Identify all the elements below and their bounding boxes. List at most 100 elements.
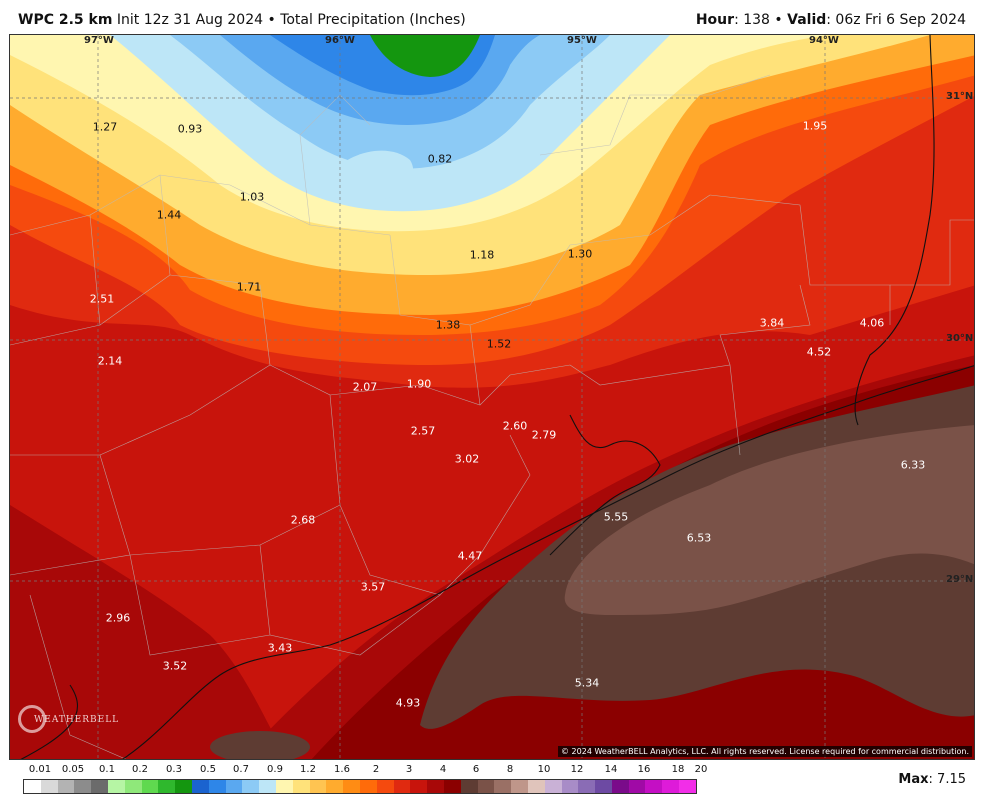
legend-label: 18 [671, 764, 685, 775]
legend-label: 1.2 [300, 764, 316, 775]
legend-label: 1.6 [334, 764, 350, 775]
legend-swatch [343, 780, 360, 793]
legend-label: 0.5 [200, 764, 216, 775]
value-label: 1.44 [156, 208, 182, 222]
map-shading [10, 35, 974, 759]
value-label: 2.07 [352, 380, 378, 394]
legend-swatch [259, 780, 276, 793]
value-label: 2.60 [502, 419, 528, 433]
legend-swatch [561, 780, 579, 793]
legend-swatch [326, 780, 344, 793]
header-bullet-2: • [774, 12, 783, 28]
value-label: 2.68 [290, 513, 316, 527]
value-label: 1.90 [406, 377, 432, 391]
legend-label: 16 [637, 764, 651, 775]
legend-label: 0.9 [267, 764, 283, 775]
legend-swatch [158, 780, 176, 793]
legend-swatch [107, 780, 125, 793]
legend-swatch [376, 780, 394, 793]
legend-labels: 0.01 0.05 0.1 0.2 0.3 0.5 0.7 0.9 1.2 1.… [23, 764, 708, 778]
legend-label: 0.01 [28, 764, 52, 775]
logo-swirl-icon [18, 705, 46, 733]
value-label: 1.71 [236, 280, 262, 294]
value-label: 1.03 [239, 190, 265, 204]
legend-swatch [292, 780, 310, 793]
legend-label: 0.7 [233, 764, 249, 775]
legend-label: 14 [604, 764, 618, 775]
legend-label: 4 [439, 764, 447, 775]
max-label: Max [898, 772, 929, 787]
legend-swatch [595, 780, 612, 793]
coastline [121, 365, 974, 759]
value-label: 4.47 [457, 549, 483, 563]
value-label: 3.02 [454, 452, 480, 466]
legend-swatch [359, 780, 377, 793]
legend-swatch [628, 780, 646, 793]
value-label: 5.55 [603, 510, 629, 524]
legend-swatch [477, 780, 495, 793]
legend-swatch [124, 780, 142, 793]
value-label: 3.52 [162, 659, 188, 673]
legend-swatch [175, 780, 192, 793]
value-label: 1.52 [486, 337, 512, 351]
map-header: WPC 2.5 km Init 12z 31 Aug 2024 • Total … [0, 0, 984, 34]
legend-label: 0.2 [132, 764, 148, 775]
copyright-notice: © 2024 WeatherBELL Analytics, LLC. All r… [558, 746, 972, 757]
legend-swatch [40, 780, 58, 793]
legend-swatch [578, 780, 596, 793]
legend-swatch [410, 780, 428, 793]
legend-swatch [494, 780, 512, 793]
graticule [10, 35, 974, 759]
value-label: 6.33 [900, 458, 926, 472]
band-4in-sw [10, 505, 289, 759]
precipitation-map: 97°W 96°W 95°W 94°W 31°N 30°N 29°N 1.27 … [9, 34, 975, 760]
max-number: : 7.15 [928, 772, 966, 787]
value-label: 4.06 [859, 316, 885, 330]
sabine-river [854, 35, 935, 426]
value-label: 2.79 [531, 428, 557, 442]
hour-label: Hour [695, 12, 735, 28]
legend-label: 0.05 [61, 764, 85, 775]
value-label: 0.82 [427, 152, 453, 166]
legend-swatch [57, 780, 75, 793]
value-label: 1.95 [802, 119, 828, 133]
longitude-label-94w: 94°W [809, 35, 839, 46]
longitude-label-95w: 95°W [567, 35, 597, 46]
product-name: Total Precipitation (Inches) [280, 12, 466, 28]
legend-label: 0.1 [99, 764, 115, 775]
value-label: 4.52 [806, 345, 832, 359]
value-label: 1.30 [567, 247, 593, 261]
longitude-label-97w: 97°W [84, 35, 114, 46]
legend-swatch [242, 780, 260, 793]
matagorda-coast [20, 684, 79, 759]
header-left: WPC 2.5 km Init 12z 31 Aug 2024 • Total … [18, 12, 466, 28]
legend-swatch [611, 780, 629, 793]
county-lines [10, 74, 974, 759]
value-label: 0.93 [177, 122, 203, 136]
legend-swatch [679, 780, 696, 793]
legend-swatch [443, 780, 461, 793]
header-right: Hour: 138 • Valid: 06z Fri 6 Sep 2024 [696, 12, 966, 28]
valid-label: Valid [787, 12, 827, 28]
legend-label: 0.3 [166, 764, 182, 775]
legend-swatch [309, 780, 327, 793]
value-label: 2.51 [89, 292, 115, 306]
value-label: 2.57 [410, 424, 436, 438]
legend-swatch [24, 780, 41, 793]
legend-swatch [544, 780, 562, 793]
weatherbell-logo: WEATHERBELL [16, 701, 118, 741]
longitude-label-96w: 96°W [325, 35, 355, 46]
latitude-label-30n: 30°N [946, 333, 974, 344]
value-label: 3.57 [360, 580, 386, 594]
band-8in-sw [210, 731, 310, 759]
logo-text: WEATHERBELL [34, 715, 120, 725]
legend-swatch [511, 780, 528, 793]
legend-swatch [141, 780, 159, 793]
legend-swatch [208, 780, 226, 793]
legend-swatch [427, 780, 444, 793]
init-time: Init 12z 31 Aug 2024 [116, 12, 264, 28]
value-label: 1.18 [469, 248, 495, 262]
legend-swatch [91, 780, 108, 793]
legend-label: 2 [372, 764, 380, 775]
legend-swatch [225, 780, 243, 793]
